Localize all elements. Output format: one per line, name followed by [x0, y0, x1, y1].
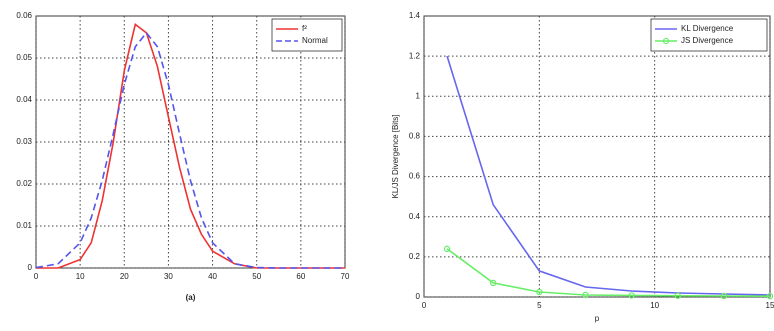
y-tick-label: 1 — [416, 91, 421, 100]
y-tick-label: 0.02 — [16, 179, 32, 188]
y-tick-label: 1.4 — [409, 11, 421, 20]
x-tick-label: 0 — [422, 301, 427, 310]
y-tick-label: 0.2 — [409, 252, 421, 261]
x-tick-label: 10 — [76, 272, 85, 281]
marker — [628, 292, 635, 299]
series-line — [446, 55, 771, 296]
y-tick-label: 0.03 — [16, 137, 32, 146]
marker — [536, 288, 543, 296]
legend-label: KL Divergence — [681, 24, 734, 33]
x-tick-label: 40 — [208, 272, 217, 281]
marker — [720, 292, 728, 300]
y-tick-label: 0.06 — [16, 11, 32, 20]
caption: (a) — [186, 293, 196, 302]
x-tick-label: 50 — [252, 272, 261, 281]
x-tick-label: 30 — [164, 272, 173, 281]
x-tick-label: 15 — [766, 301, 774, 310]
x-tick-label: 5 — [537, 301, 542, 310]
y-tick-label: 0 — [416, 292, 421, 301]
x-tick-label: 70 — [341, 272, 350, 281]
legend-box — [650, 18, 768, 52]
series-line — [35, 31, 345, 269]
marker — [582, 291, 589, 299]
legend-label: Normal — [302, 36, 328, 45]
y-tick-label: 0.6 — [409, 172, 421, 181]
x-tick-label: 10 — [650, 301, 659, 310]
y-tick-label: 0.4 — [409, 212, 421, 221]
marker — [490, 279, 497, 287]
marker — [674, 292, 681, 299]
y-axis-label: KL/JS Divergence [Bits] — [391, 114, 400, 198]
legend-box — [271, 18, 343, 52]
y-tick-label: 1.2 — [409, 51, 421, 60]
plot-area — [35, 15, 346, 269]
x-tick-label: 60 — [296, 272, 305, 281]
legend-marker — [662, 37, 670, 45]
legend-label: JS Divergence — [681, 36, 734, 45]
x-axis-label: p — [595, 314, 600, 323]
marker — [766, 292, 774, 300]
y-tick-label: 0.01 — [16, 221, 32, 230]
y-tick-label: 0 — [28, 263, 33, 272]
x-tick-label: 20 — [120, 272, 129, 281]
legend-label: f² — [302, 24, 307, 33]
marker — [443, 245, 451, 253]
series-line — [446, 248, 771, 297]
y-tick-label: 0.04 — [16, 95, 32, 104]
plot-area — [423, 15, 771, 298]
x-tick-label: 0 — [34, 272, 39, 281]
y-tick-label: 0.8 — [409, 132, 421, 141]
y-tick-label: 0.05 — [16, 53, 32, 62]
